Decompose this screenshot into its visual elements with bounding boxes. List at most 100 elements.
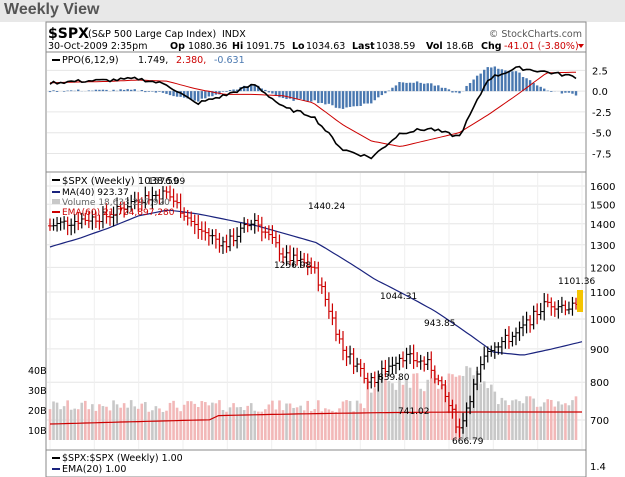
volume-bar <box>119 407 122 440</box>
chg-label: Chg <box>481 41 502 52</box>
ppo-histogram-bar <box>274 91 278 96</box>
ppo-histogram-bar <box>366 91 369 104</box>
volume-bar <box>302 410 306 440</box>
volume-bar <box>486 388 490 440</box>
volume-bar <box>366 379 370 440</box>
volume-bar <box>408 387 412 440</box>
volume-bar <box>246 405 249 440</box>
volume-bar <box>288 403 292 440</box>
volume-bar <box>574 396 578 440</box>
ppo-histogram-bar <box>98 89 101 92</box>
ppo-histogram-bar <box>324 91 327 105</box>
volume-bar <box>196 407 200 440</box>
last-price-marker <box>577 290 583 312</box>
ppo-histogram-bar <box>415 81 419 92</box>
ppo-histogram-bar <box>48 91 52 93</box>
ppo-histogram-bar <box>373 91 376 101</box>
ppo-histogram-bar <box>444 87 447 92</box>
volume-bar <box>560 404 564 440</box>
volume-bar <box>567 405 571 440</box>
ppo-histogram-bar <box>126 89 129 92</box>
ppo-histogram-bar <box>465 85 468 92</box>
ratio-panel <box>45 449 587 477</box>
ppo-histogram-bar <box>539 86 542 92</box>
volume-bar <box>497 404 500 440</box>
ppo-histogram-bar <box>567 91 571 93</box>
volume-bar <box>133 406 137 440</box>
ppo-histogram-bar <box>190 91 193 100</box>
ppo-histogram-bar <box>253 84 256 92</box>
ppo-histogram-bar <box>119 89 122 92</box>
volume-bar <box>249 403 253 440</box>
volume-bar <box>193 403 197 440</box>
volume-tick-label: 20B <box>28 406 47 417</box>
volume-bar <box>316 400 320 440</box>
volume-bar <box>274 409 278 440</box>
ppo-histogram-bar <box>221 91 225 92</box>
ppo-histogram-bar <box>458 91 461 94</box>
volume-bar <box>242 410 246 440</box>
volume-bar <box>59 409 62 440</box>
ppo-histogram-bar <box>433 85 436 92</box>
volume-bar <box>535 406 539 440</box>
volume-bar <box>493 391 497 440</box>
ppo-histogram-bar <box>257 85 260 92</box>
ppo-histogram-bar <box>154 91 158 93</box>
ppo-histogram-bar <box>281 91 285 99</box>
volume-bar <box>391 383 394 440</box>
volume-bar <box>165 410 168 440</box>
volume-bar <box>549 399 553 440</box>
hi-label: Hi <box>232 41 243 52</box>
volume-bar <box>369 392 373 440</box>
ppo-histogram-bar <box>564 91 567 93</box>
ppo-histogram-bar <box>211 91 214 97</box>
ppo-histogram-bar <box>151 91 154 92</box>
ppo-histogram-bar <box>525 78 528 92</box>
ppo-histogram-bar <box>468 83 472 92</box>
volume-bar <box>154 406 158 440</box>
price-tick-label: 1400 <box>590 220 615 231</box>
volume-bar <box>214 403 218 440</box>
ppo-histogram-bar <box>497 68 500 92</box>
volume-bar <box>458 375 461 440</box>
ppo-line <box>49 65 577 160</box>
ppo-histogram-bar <box>122 89 126 92</box>
price-axis: 1600 1500 1400 1300 1200 1100 1000 900 800 700 <box>590 182 615 427</box>
volume-bar <box>253 410 257 440</box>
volume-bar <box>69 409 73 440</box>
volume-bar <box>564 403 567 440</box>
ppo-histogram-bar <box>147 91 151 92</box>
volume-bar <box>398 377 401 440</box>
ppo-histogram-bar <box>306 91 309 102</box>
ppo-tick-label: -7.5 <box>592 150 612 161</box>
ppo-histogram-bar <box>352 91 355 107</box>
volume-bar <box>525 396 528 440</box>
volume-tick-label: 40B <box>28 366 47 377</box>
volume-bar <box>320 411 324 440</box>
ppo-histogram-bar <box>55 91 59 92</box>
volume-tick-label: 10B <box>28 426 47 437</box>
ppo-histogram-bar <box>66 90 69 92</box>
volume-bar <box>528 396 532 440</box>
ma-legend: MA(40) 923.37 <box>62 188 129 198</box>
annotation-839: 839.80 <box>378 373 410 383</box>
volume-bar <box>571 400 574 440</box>
volume-bar <box>158 408 161 440</box>
ppo-histogram-bar <box>447 89 451 92</box>
volume-bar <box>380 375 384 440</box>
volume-bar <box>225 411 228 440</box>
ppo-histogram-bar <box>242 85 246 92</box>
ppo-histogram-bar <box>292 91 295 101</box>
ppo-legend-v2: 2.380, <box>176 55 206 66</box>
ppo-tick-label: -2.5 <box>592 108 612 119</box>
ppo-histogram-bar <box>423 83 426 92</box>
ppo-histogram-bar <box>370 91 373 104</box>
ppo-histogram-bar <box>437 85 440 92</box>
ppo-histogram-bar <box>313 91 316 101</box>
annotation-943: 943.85 <box>424 319 456 329</box>
ppo-histogram-bar <box>295 91 299 100</box>
volume-bar <box>204 402 207 440</box>
volume-bar <box>161 411 165 440</box>
volume-bar <box>221 409 225 440</box>
ppo-histogram <box>48 66 578 109</box>
